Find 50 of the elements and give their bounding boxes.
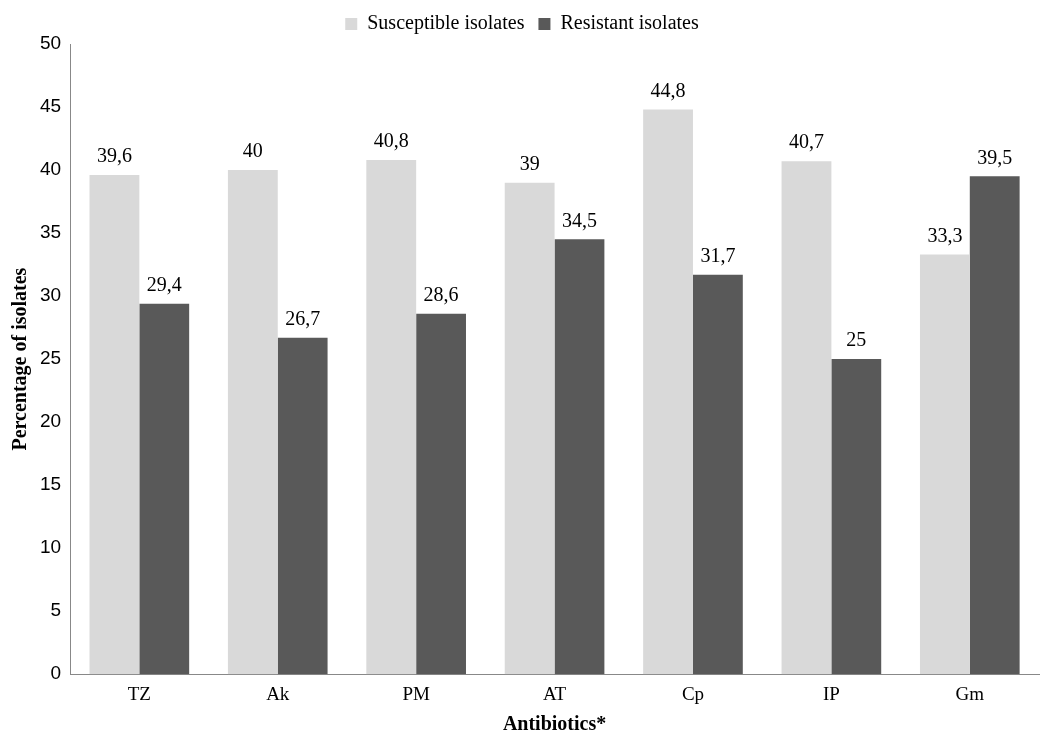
bar [227, 170, 278, 675]
data-label: 40,8 [373, 129, 409, 152]
x-tick-label: Gm [955, 682, 985, 704]
bar [919, 254, 970, 675]
y-tick-label: 35 [39, 221, 62, 243]
data-label: 26,7 [285, 306, 321, 329]
bar [366, 159, 417, 675]
y-tick-label: 15 [39, 473, 62, 495]
bar [416, 313, 466, 675]
y-tick-label: 25 [39, 347, 62, 369]
data-label: 40 [242, 139, 263, 162]
y-tick-label: 0 [50, 662, 62, 684]
data-label: 28,6 [423, 282, 459, 305]
x-tick-label: TZ [127, 682, 151, 704]
y-tick-label: 20 [39, 410, 62, 432]
y-tick-label: 40 [39, 158, 62, 180]
data-label: 31,7 [700, 243, 736, 266]
data-label: 44,8 [650, 78, 686, 101]
x-tick-label: AT [542, 682, 567, 704]
x-tick-label: Cp [681, 682, 705, 704]
data-label: 39 [519, 151, 540, 174]
bar [969, 176, 1020, 675]
bar [504, 182, 555, 675]
data-label: 40,7 [788, 130, 824, 153]
legend-label: Susceptible isolates [367, 11, 525, 35]
y-tick-label: 5 [50, 599, 62, 621]
y-tick-label: 50 [39, 32, 62, 54]
bar [554, 239, 605, 675]
x-tick-label: IP [822, 682, 840, 704]
bar [643, 109, 693, 675]
bar [692, 274, 743, 675]
bar [139, 303, 190, 675]
x-tick-label: PM [402, 682, 430, 704]
legend-label: Resistant isolates [560, 11, 699, 34]
y-tick-label: 30 [39, 284, 62, 306]
data-label: 25 [846, 328, 867, 351]
data-label: 29,4 [146, 272, 182, 295]
bar [831, 359, 882, 675]
bar [89, 175, 140, 675]
bar [781, 161, 832, 675]
x-axis-title: Antibiotics* [502, 712, 607, 735]
y-axis-title: Percentage of isolates [8, 267, 32, 451]
data-label: 39,5 [977, 145, 1013, 168]
bar [277, 337, 328, 675]
y-tick-label: 45 [39, 95, 62, 117]
data-label: 33,3 [927, 223, 963, 246]
data-label: 34,5 [561, 208, 597, 231]
y-tick-label: 10 [39, 536, 62, 558]
x-tick-label: Ak [266, 682, 290, 704]
data-label: 39,6 [96, 144, 132, 167]
